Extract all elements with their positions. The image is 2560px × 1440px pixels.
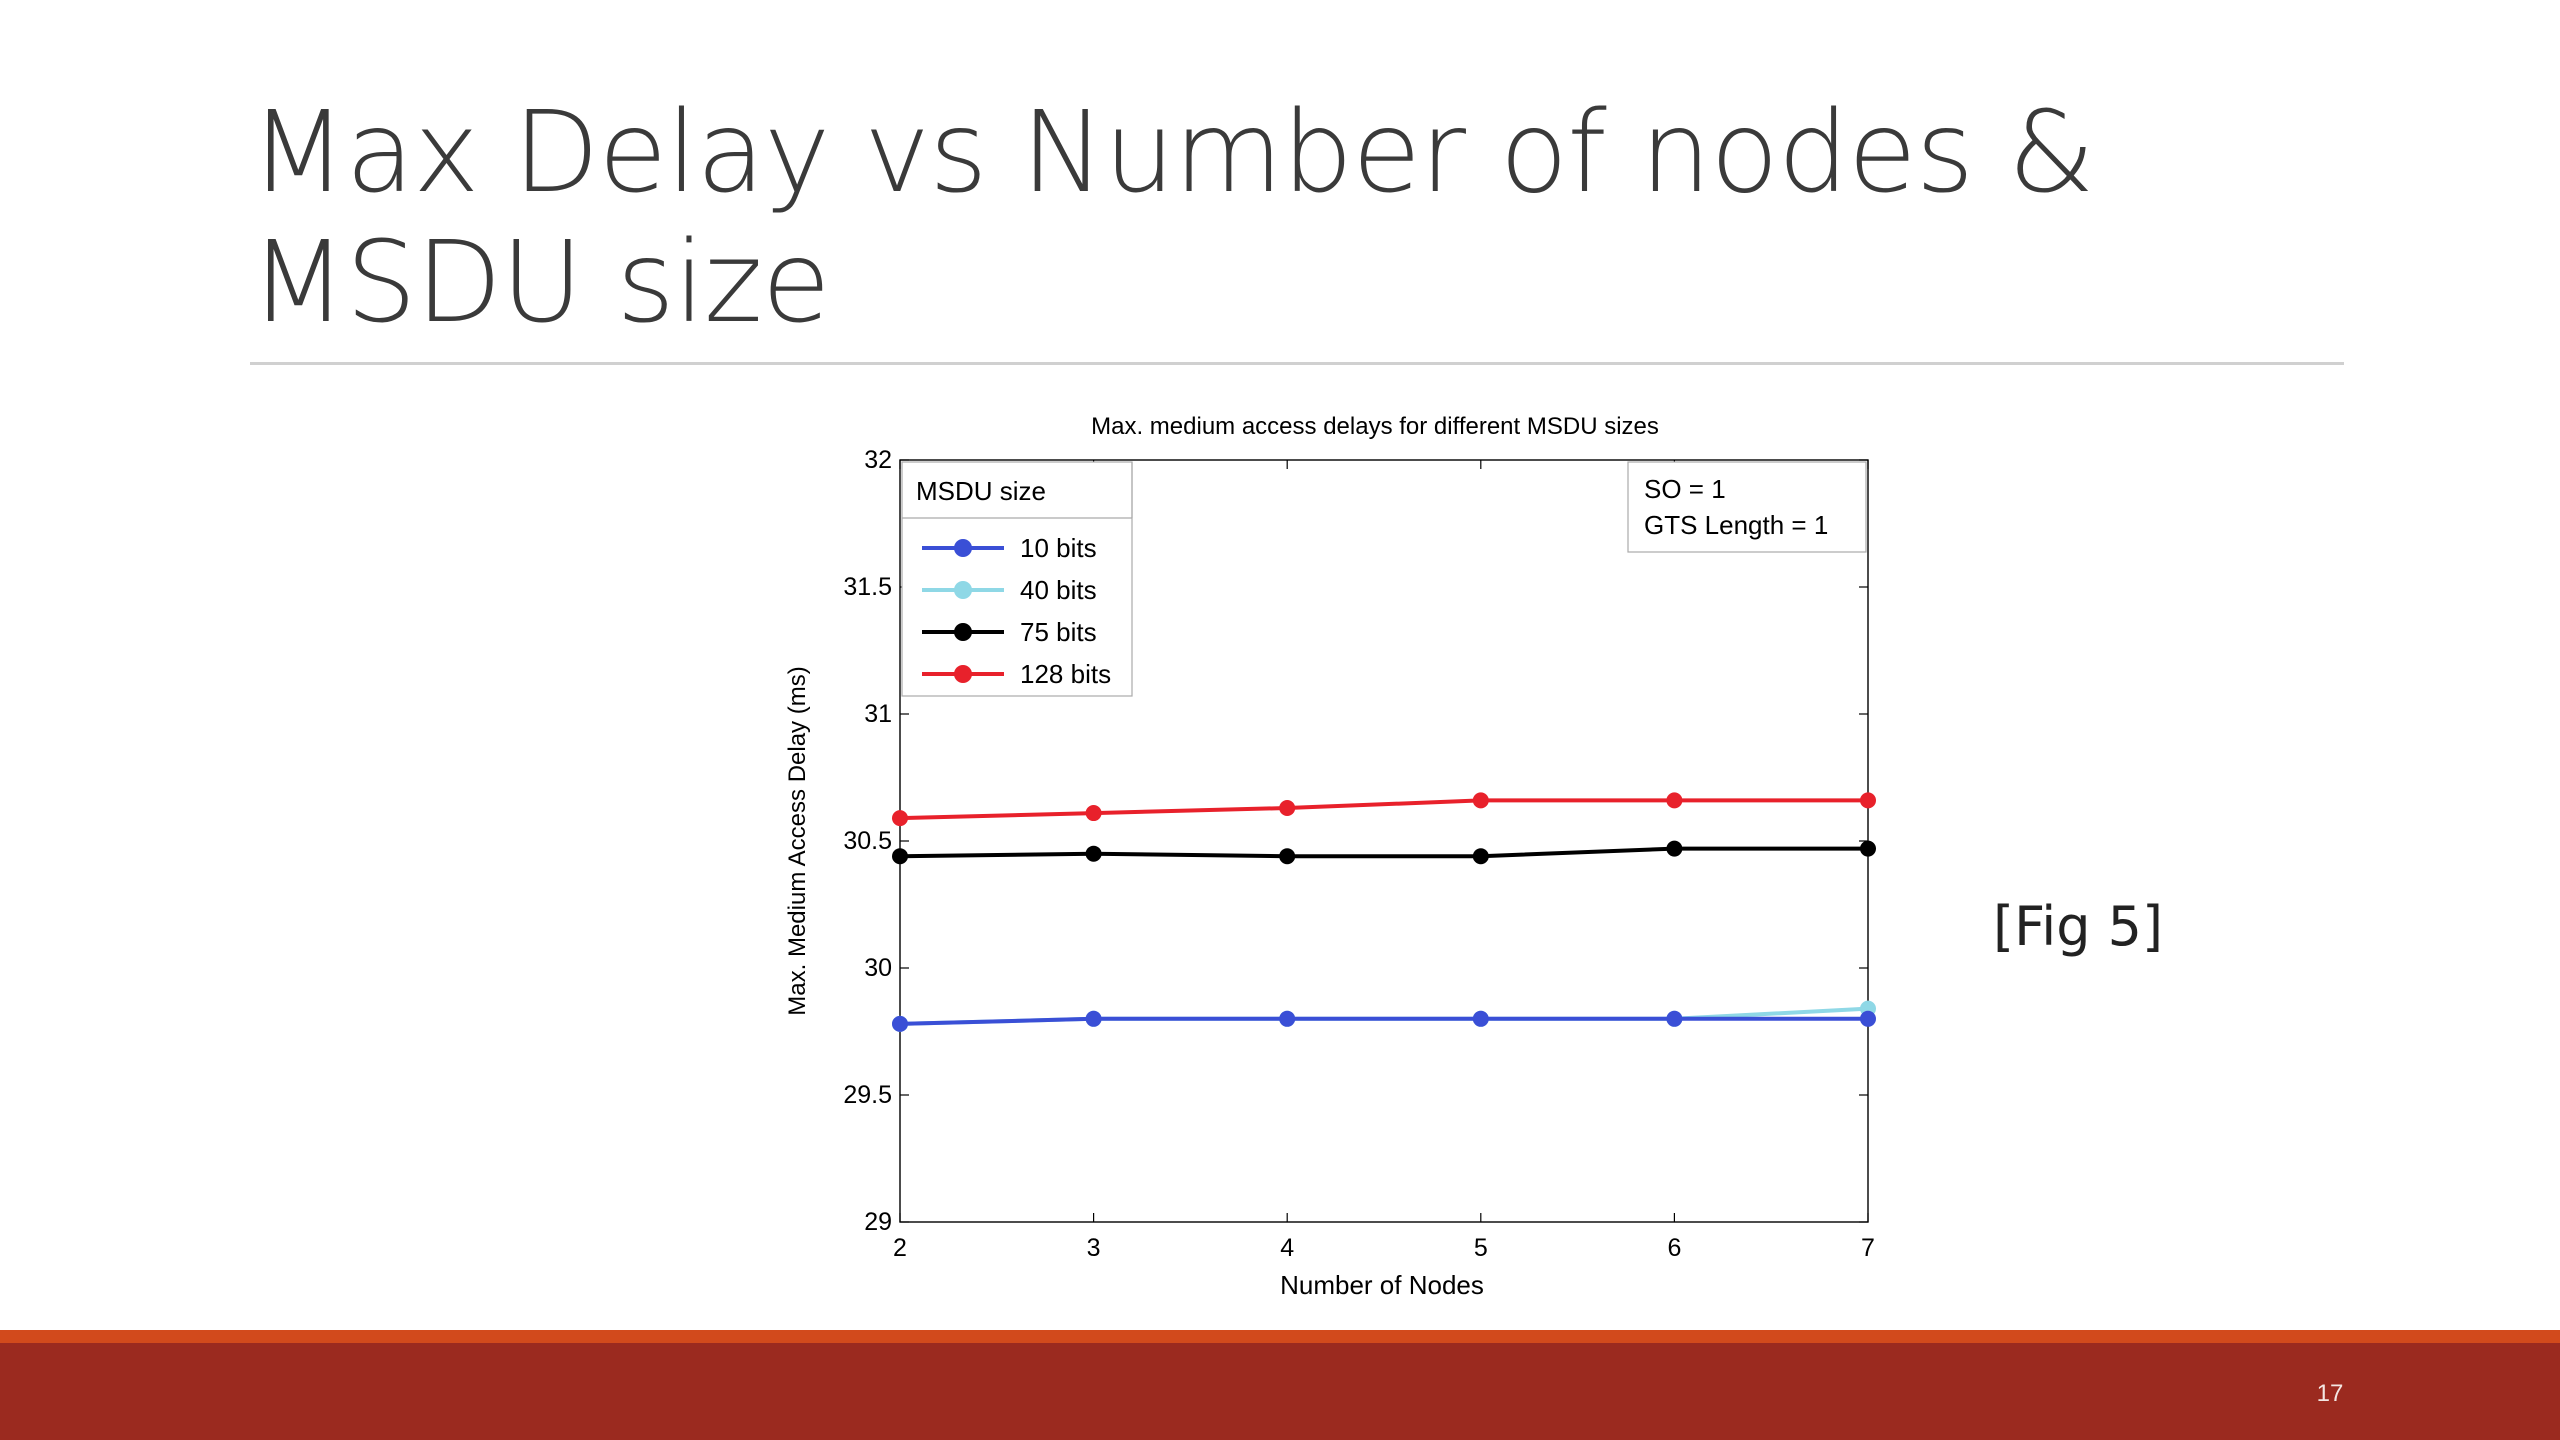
series-40-bits — [892, 1000, 1876, 1032]
data-point-128-bits — [1085, 805, 1102, 822]
annotation-box — [1627, 461, 1867, 553]
y-tick-label: 29 — [864, 1208, 892, 1236]
data-point-10-bits — [1085, 1010, 1102, 1027]
y-tick-label: 30.5 — [843, 827, 892, 855]
page-number: 17 — [2316, 1380, 2344, 1407]
series-group — [892, 792, 1876, 1032]
data-point-128-bits — [892, 810, 908, 827]
series-75-bits — [892, 840, 1876, 865]
legend-label: 128 bits — [1020, 659, 1111, 689]
legend-swatch-marker — [954, 623, 972, 641]
data-point-128-bits — [1666, 792, 1683, 809]
x-tick-label: 7 — [1861, 1234, 1875, 1262]
legend-title: MSDU size — [916, 476, 1046, 506]
data-point-128-bits — [1279, 799, 1296, 816]
series-line-128-bits — [899, 798, 1868, 821]
chart-title: Max. medium access delays for different … — [1091, 413, 1659, 440]
x-tick-label: 2 — [893, 1234, 907, 1262]
data-point-75-bits — [1666, 840, 1683, 857]
slide-title: Max Delay vs Number of nodes & MSDU size — [250, 88, 2095, 348]
title-divider — [250, 362, 2344, 365]
data-point-10-bits — [1279, 1010, 1296, 1027]
legend-swatch-marker — [954, 581, 972, 599]
series-10-bits — [892, 1010, 1876, 1032]
data-point-128-bits — [1860, 792, 1876, 809]
series-128-bits — [892, 792, 1876, 827]
data-point-10-bits — [892, 1015, 908, 1032]
footer-bar — [0, 1343, 2560, 1440]
legend: MSDU size 10 bits 40 bits 75 bits 128 bits — [901, 461, 1133, 697]
data-point-75-bits — [1085, 845, 1102, 862]
footer-accent-stripe — [0, 1330, 2560, 1343]
x-tick-label: 3 — [1087, 1234, 1101, 1262]
x-tick-label: 6 — [1667, 1234, 1681, 1262]
x-tick-label: 5 — [1474, 1234, 1488, 1262]
data-point-75-bits — [892, 848, 908, 865]
axes: 29 29.5 30 30.5 31 31.5 32 2 3 4 5 6 7 — [843, 446, 1875, 1262]
data-point-75-bits — [1472, 848, 1489, 865]
data-point-128-bits — [1472, 792, 1489, 809]
data-point-10-bits — [1472, 1010, 1489, 1027]
line-chart: Max. medium access delays for different … — [784, 413, 1876, 1300]
y-tick-label: 31.5 — [843, 573, 892, 601]
x-tick-label: 4 — [1280, 1234, 1294, 1262]
x-axis-label: Number of Nodes — [1280, 1270, 1484, 1300]
data-point-10-bits — [1860, 1010, 1876, 1027]
data-point-10-bits — [1666, 1010, 1683, 1027]
legend-label: 40 bits — [1020, 575, 1097, 605]
data-point-75-bits — [1279, 848, 1296, 865]
y-tick-label: 30 — [864, 954, 892, 982]
y-tick-label: 32 — [864, 446, 892, 474]
y-axis-label: Max. Medium Access Delay (ms) — [784, 666, 811, 1015]
legend-swatch-marker — [954, 665, 972, 683]
y-tick-label: 31 — [864, 700, 892, 728]
parameter-annotation: SO = 1 GTS Length = 1 — [1627, 461, 1867, 553]
annotation-line: GTS Length = 1 — [1644, 510, 1828, 540]
figure-caption: [Fig 5] — [1993, 895, 2164, 958]
annotation-line: SO = 1 — [1644, 474, 1726, 504]
legend-swatch-marker — [954, 539, 972, 557]
data-point-75-bits — [1860, 840, 1876, 857]
y-tick-label: 29.5 — [843, 1081, 892, 1109]
legend-box — [901, 461, 1133, 697]
series-line-10-bits — [899, 1016, 1868, 1026]
series-line-75-bits — [899, 846, 1868, 859]
legend-label: 10 bits — [1020, 533, 1097, 563]
legend-label: 75 bits — [1020, 617, 1097, 647]
